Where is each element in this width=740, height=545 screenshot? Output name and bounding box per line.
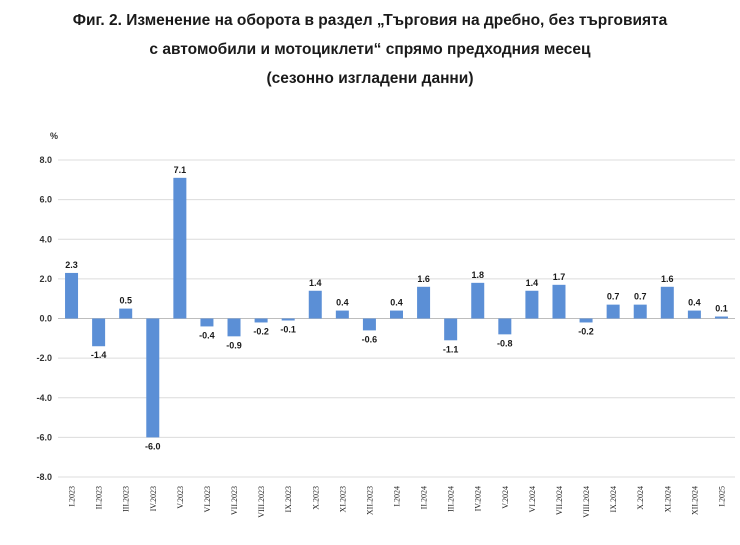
bar — [390, 310, 403, 319]
x-tick-label: III.2023 — [122, 486, 131, 512]
y-tick-label: 4.0 — [39, 234, 52, 244]
bar — [417, 286, 431, 319]
bar — [362, 318, 376, 331]
x-tick-label: II.2024 — [420, 486, 429, 509]
data-label: 1.7 — [553, 272, 566, 282]
bar — [254, 318, 268, 323]
data-label: 1.8 — [471, 270, 484, 280]
x-tick-label: VII.2023 — [230, 486, 239, 515]
x-tick-label: I.2023 — [68, 486, 77, 507]
bar — [308, 290, 322, 319]
bar — [579, 318, 593, 323]
x-tick-label: IX.2024 — [609, 486, 618, 512]
x-tick-label: VIII.2023 — [257, 486, 266, 518]
x-tick-label: VI.2024 — [528, 486, 537, 512]
x-tick-label: IV.2024 — [474, 486, 483, 511]
data-label: 1.4 — [526, 278, 539, 288]
bar — [200, 318, 214, 327]
y-tick-label: -2.0 — [36, 353, 52, 363]
bar — [119, 308, 133, 319]
x-tick-label: XI.2023 — [338, 486, 347, 512]
data-label: -1.4 — [91, 350, 107, 360]
data-label: -6.0 — [145, 441, 161, 451]
data-label: 2.3 — [65, 260, 78, 270]
bar — [606, 304, 620, 319]
data-label: -0.8 — [497, 338, 513, 348]
bar — [335, 310, 349, 319]
data-label: 1.6 — [417, 274, 430, 284]
x-tick-label: IX.2023 — [284, 486, 293, 512]
x-tick-label: XII.2024 — [690, 486, 699, 515]
x-tick-label: X.2023 — [311, 486, 320, 510]
data-label: 0.7 — [607, 292, 620, 302]
data-label: -1.1 — [443, 344, 459, 354]
bar — [471, 282, 485, 319]
x-tick-label: III.2024 — [447, 486, 456, 512]
bar — [173, 177, 187, 319]
data-label: -0.2 — [578, 326, 594, 336]
data-label: -0.9 — [226, 340, 242, 350]
data-label: 1.4 — [309, 278, 322, 288]
x-tick-label: I.2024 — [393, 486, 402, 507]
x-tick-label: V.2023 — [176, 486, 185, 509]
bar — [714, 316, 728, 319]
x-tick-label: VI.2023 — [203, 486, 212, 512]
data-label: -0.6 — [362, 334, 378, 344]
data-label: 7.1 — [174, 165, 187, 175]
chart-title-line-1: Фиг. 2. Изменение на оборота в раздел „Т… — [72, 12, 668, 29]
bar — [444, 318, 458, 341]
bar — [660, 286, 674, 319]
data-label: 0.5 — [119, 296, 132, 306]
data-label: -0.1 — [280, 324, 296, 334]
data-label: 0.1 — [715, 304, 728, 314]
data-label: 0.4 — [390, 298, 403, 308]
chart-title-line-3: (сезонно изгладени данни) — [266, 70, 474, 87]
y-axis-unit-label: % — [50, 131, 59, 141]
x-tick-label: V.2024 — [501, 486, 510, 509]
x-tick-label: IV.2023 — [149, 486, 158, 511]
y-tick-label: 8.0 — [39, 155, 52, 165]
y-tick-label: -4.0 — [36, 393, 52, 403]
y-tick-label: 2.0 — [39, 274, 52, 284]
chart-title: Фиг. 2. Изменение на оборота в раздел „Т… — [0, 6, 740, 93]
x-tick-label: I.2025 — [717, 486, 726, 507]
data-label: 0.4 — [336, 298, 349, 308]
bar — [498, 318, 512, 335]
bar — [687, 310, 701, 319]
bar — [633, 304, 647, 319]
x-tick-label: XII.2023 — [365, 486, 374, 515]
bar — [92, 318, 106, 347]
bar — [65, 272, 79, 319]
bar — [146, 318, 160, 438]
x-tick-label: II.2023 — [95, 486, 104, 509]
y-tick-label: 0.0 — [39, 314, 52, 324]
data-label: 0.4 — [688, 298, 701, 308]
data-label: -0.4 — [199, 330, 215, 340]
y-tick-label: 6.0 — [39, 195, 52, 205]
x-tick-label: VII.2024 — [555, 486, 564, 515]
data-label: -0.2 — [253, 326, 269, 336]
bar — [227, 318, 241, 337]
x-tick-label: XI.2024 — [663, 486, 672, 512]
data-label: 1.6 — [661, 274, 674, 284]
bar — [525, 290, 539, 319]
bar — [281, 318, 295, 321]
y-tick-label: -8.0 — [36, 472, 52, 482]
chart-title-line-2: с автомобили и мотоциклети“ спрямо предх… — [149, 41, 591, 58]
bar — [552, 284, 566, 319]
data-label: 0.7 — [634, 292, 647, 302]
y-tick-label: -6.0 — [36, 432, 52, 442]
x-tick-label: X.2024 — [636, 486, 645, 510]
x-tick-label: VIII.2024 — [582, 486, 591, 518]
